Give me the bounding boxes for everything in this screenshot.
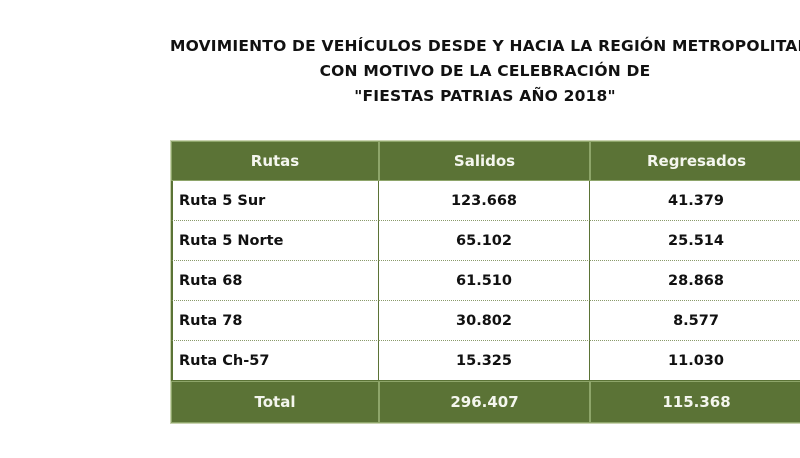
total-salidos-cell: 296.407 <box>379 381 590 423</box>
table-row: Ruta 5 Norte 65.102 25.514 <box>171 221 800 261</box>
vehicle-movement-table: Rutas Salidos Regresados Ruta 5 Sur 123.… <box>171 141 800 423</box>
salidos-cell: 65.102 <box>379 221 590 261</box>
document-title: MOVIMIENTO DE VEHÍCULOS DESDE Y HACIA LA… <box>170 34 800 109</box>
salidos-cell: 61.510 <box>379 261 590 301</box>
regresados-cell: 8.577 <box>590 301 800 341</box>
header-salidos: Salidos <box>379 141 590 181</box>
total-label-cell: Total <box>171 381 379 423</box>
salidos-cell: 15.325 <box>379 341 590 381</box>
table-header-row: Rutas Salidos Regresados <box>171 141 800 181</box>
title-line-1: MOVIMIENTO DE VEHÍCULOS DESDE Y HACIA LA… <box>170 37 800 55</box>
table-total-row: Total 296.407 115.368 <box>171 381 800 423</box>
header-rutas: Rutas <box>171 141 379 181</box>
title-line-3: "FIESTAS PATRIAS AÑO 2018" <box>354 87 616 105</box>
route-name-cell: Ruta Ch-57 <box>171 341 379 381</box>
header-regresados: Regresados <box>590 141 800 181</box>
total-regresados-cell: 115.368 <box>590 381 800 423</box>
table-row: Ruta 5 Sur 123.668 41.379 <box>171 181 800 221</box>
vehicle-movement-table-wrapper: Rutas Salidos Regresados Ruta 5 Sur 123.… <box>170 140 800 424</box>
regresados-cell: 41.379 <box>590 181 800 221</box>
route-name-cell: Ruta 78 <box>171 301 379 341</box>
regresados-cell: 11.030 <box>590 341 800 381</box>
route-name-cell: Ruta 68 <box>171 261 379 301</box>
table-row: Ruta 78 30.802 8.577 <box>171 301 800 341</box>
title-line-2: CON MOTIVO DE LA CELEBRACIÓN DE <box>319 62 651 80</box>
route-name-cell: Ruta 5 Norte <box>171 221 379 261</box>
regresados-cell: 25.514 <box>590 221 800 261</box>
table-row: Ruta 68 61.510 28.868 <box>171 261 800 301</box>
salidos-cell: 123.668 <box>379 181 590 221</box>
table-row: Ruta Ch-57 15.325 11.030 <box>171 341 800 381</box>
route-name-cell: Ruta 5 Sur <box>171 181 379 221</box>
salidos-cell: 30.802 <box>379 301 590 341</box>
regresados-cell: 28.868 <box>590 261 800 301</box>
